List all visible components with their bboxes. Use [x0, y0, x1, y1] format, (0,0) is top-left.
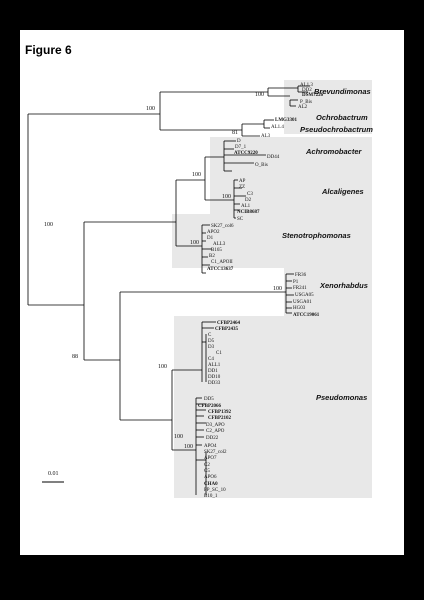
- bootstrap-label: 100: [158, 364, 167, 370]
- leaf-label: USGA01: [293, 300, 312, 305]
- leaf-label: CFBP2435: [215, 327, 239, 332]
- leaf-label: ATCC19061: [293, 313, 320, 318]
- bootstrap-label: 100: [184, 444, 193, 450]
- leaf-label: C5: [204, 469, 210, 474]
- leaf-label: ALL3: [213, 242, 226, 247]
- leaf-label: DD1: [208, 369, 218, 374]
- leaf-label: DD33: [208, 381, 221, 386]
- bootstrap-label: 100: [174, 434, 183, 440]
- leaf-label: ATCC13637: [207, 267, 234, 272]
- leaf-label: D1: [207, 236, 214, 241]
- leaf-label: D3_APO: [206, 423, 225, 428]
- bootstrap-label: 100: [146, 106, 155, 112]
- leaf-label: APO2: [207, 230, 220, 235]
- leaf-label: LMG3301: [275, 118, 297, 123]
- genus-label-alcaligenes: Alcaligenes: [321, 187, 364, 196]
- leaf-label: D3: [208, 345, 215, 350]
- genus-label-ochrobactrum: Ochrobactrum: [316, 113, 368, 122]
- bootstrap-label: 100: [273, 286, 282, 292]
- leaf-label: CFBP2464: [217, 321, 241, 326]
- leaf-label: C2_APO: [206, 429, 225, 434]
- leaf-label: ATCC9220: [234, 151, 258, 156]
- bootstrap-label: 100: [222, 194, 231, 200]
- genus-label-brevundimonas: Brevundimonas: [314, 87, 371, 96]
- leaf-label: SK27_col6: [211, 224, 234, 229]
- leaf-label: B10_1: [204, 494, 218, 499]
- leaf-label: SK27_col2: [204, 450, 227, 455]
- leaf-label: HG03: [293, 306, 306, 311]
- bootstrap-label: 81: [232, 130, 238, 136]
- leaf-label: AL3: [261, 134, 271, 139]
- bootstrap-label: 100: [44, 222, 53, 228]
- leaf-label: DD10: [208, 375, 221, 380]
- leaf-label: SC: [237, 217, 244, 222]
- leaf-label: APO6: [204, 475, 217, 480]
- leaf-label: ALL1: [208, 363, 221, 368]
- leaf-label: CHA0: [204, 482, 218, 487]
- leaf-label: D: [237, 139, 241, 144]
- leaf-label: P1: [293, 280, 299, 285]
- figure-page: Figure 6: [20, 30, 404, 555]
- genus-box-achromobacter: [210, 137, 372, 221]
- leaf-label: AL1.3: [300, 83, 313, 88]
- genus-label-stenotrophomonas: Stenotrophomonas: [282, 231, 351, 240]
- leaf-label: AL2: [298, 105, 308, 110]
- genus-label-xenorhabdus: Xenorhabdus: [319, 281, 368, 290]
- leaf-label: DD5: [204, 397, 214, 402]
- leaf-label: ZZ: [239, 185, 245, 190]
- leaf-label: C2: [204, 463, 210, 468]
- leaf-label: AP: [239, 179, 246, 184]
- leaf-label: FR36: [295, 273, 307, 278]
- leaf-label: APO7: [204, 456, 217, 461]
- figure-title: Figure 6: [25, 43, 72, 57]
- leaf-label: D7_1: [235, 145, 247, 150]
- leaf-label: DSM7226: [302, 93, 324, 98]
- leaf-label: NCIB8687: [237, 210, 260, 215]
- leaf-label: FR241: [293, 286, 307, 291]
- leaf-label: APO4: [204, 444, 217, 449]
- leaf-label: PP_SC_10: [204, 488, 226, 493]
- leaf-label: B2: [209, 254, 215, 259]
- phylogenetic-tree: 0.01 100 81 100 100 100 100 100 88 100 1…: [27, 80, 373, 499]
- bootstrap-label: 100: [255, 92, 264, 98]
- scale-bar-label: 0.01: [48, 471, 59, 477]
- leaf-label: DD22: [206, 436, 219, 441]
- leaf-label: D5: [208, 339, 215, 344]
- leaf-label: C1: [216, 351, 222, 356]
- leaf-label: C4: [208, 357, 214, 362]
- leaf-label: B165: [211, 248, 222, 253]
- tree-branches: [27, 85, 310, 495]
- bootstrap-label: 100: [192, 172, 201, 178]
- leaf-label: O_Bis: [255, 163, 268, 168]
- leaf-label: C3: [247, 192, 253, 197]
- genus-label-achromobacter: Achromobacter: [305, 147, 363, 156]
- leaf-label: C: [208, 333, 212, 338]
- leaf-label: AL1.4: [271, 125, 284, 130]
- genus-label-pseudochrobactrum: Pseudochrobactrum: [300, 125, 373, 134]
- leaf-label: D2: [245, 198, 252, 203]
- leaf-label: USGA05: [295, 293, 314, 298]
- leaf-label: DD2: [302, 88, 312, 93]
- leaf-label: AL1: [241, 204, 251, 209]
- leaf-label: CFBP2102: [208, 416, 232, 421]
- genus-box-brevundimonas: [284, 80, 372, 134]
- genus-label-pseudomonas: Pseudomonas: [316, 393, 367, 402]
- bootstrap-label: 88: [72, 354, 78, 360]
- genus-box-xenorhabdus: [284, 266, 372, 322]
- genus-box-pseudomonas: [174, 316, 372, 498]
- leaf-label: CFBP2066: [198, 404, 222, 409]
- leaf-label: C1_APOII: [211, 260, 233, 265]
- leaf-label: CFBP1392: [208, 410, 232, 415]
- bootstrap-label: 100: [190, 240, 199, 246]
- leaf-label: P_Bis: [300, 100, 312, 105]
- leaf-label: DD44: [267, 155, 280, 160]
